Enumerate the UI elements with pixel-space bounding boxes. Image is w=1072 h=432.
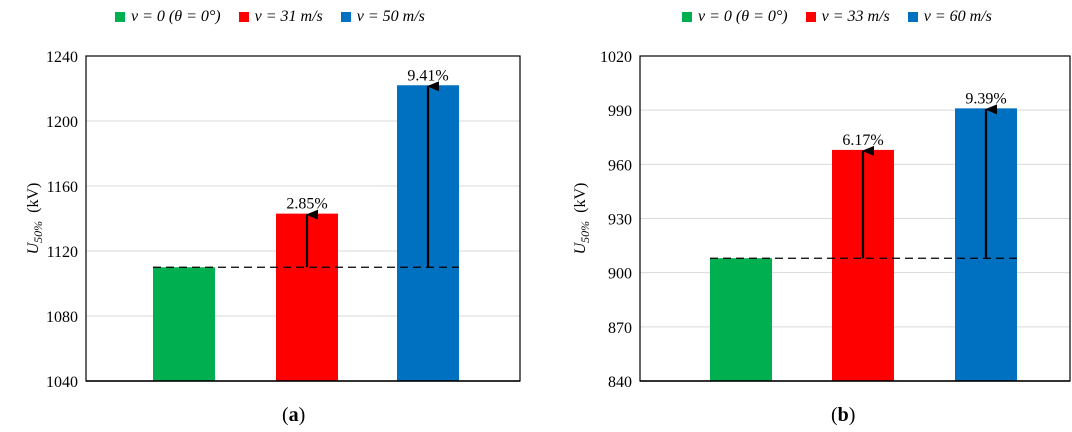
panel-b-legend-item-2: v = 33 m/s [805, 8, 890, 26]
panel-b-percent-label-3: 9.39% [965, 90, 1006, 107]
panel-a-ytick-label: 1080 [46, 309, 78, 326]
legend-panel-a: v = 0 (θ = 0°) v = 31 m/s v = 50 m/s [115, 8, 425, 26]
panel-b-percent-label-2: 6.17% [842, 132, 883, 149]
legend-panel-b: v = 0 (θ = 0°) v = 33 m/s v = 60 m/s [682, 8, 992, 26]
panel-b-ytick-label: 1020 [600, 49, 632, 66]
panel-a-bar-1 [153, 267, 215, 381]
panel-b-legend-swatch-3 [907, 12, 918, 22]
panel-b-ytick-label: 960 [608, 157, 632, 174]
panel-a-percent-label-2: 2.85% [286, 196, 327, 213]
panel-a-legend-label-3: v = 50 m/s [356, 8, 425, 25]
panel-a-ylabel: U50% (kV) [25, 183, 45, 255]
panel-a-legend-item-2: v = 31 m/s [238, 8, 323, 26]
panel-b-legend-swatch-1 [682, 12, 692, 22]
panel-a-ytick-label: 1240 [46, 49, 78, 66]
panel-b-legend-item-1: v = 0 (θ = 0°) [682, 8, 788, 26]
panel-b-legend-item-3: v = 60 m/s [907, 8, 992, 26]
panel-a-legend-item-3: v = 50 m/s [340, 8, 425, 26]
panel-b-legend-label-2: v = 33 m/s [821, 8, 890, 25]
panel-label-b: (b) [831, 404, 856, 426]
panel-a-ytick-label: 1040 [46, 374, 78, 391]
panel-a-legend-swatch-3 [340, 12, 351, 22]
panel-a-legend-swatch-1 [115, 12, 125, 22]
panel-a-ytick-label: 1200 [46, 114, 78, 131]
panel-label-a-text: a [288, 404, 299, 426]
panel-b-ytick-label: 900 [608, 266, 632, 283]
panel-a-legend-label-2: v = 31 m/s [254, 8, 323, 25]
panel-b-legend-label-1: v = 0 (θ = 0°) [698, 8, 788, 25]
panel-b-ytick-label: 930 [608, 212, 632, 229]
panel-b-legend-swatch-2 [805, 12, 816, 22]
panel-a-legend-swatch-2 [238, 12, 249, 22]
panel-a-percent-label-3: 9.41% [407, 67, 448, 84]
panel-a-ytick-label: 1160 [47, 179, 78, 196]
panel-a-ytick-label: 1120 [47, 244, 78, 261]
panel-b-ytick-label: 990 [608, 103, 632, 120]
panel-label-b-text: b [837, 404, 849, 426]
panel-b-legend-label-3: v = 60 m/s [923, 8, 992, 25]
panel-b-ytick-label: 840 [608, 374, 632, 391]
panel-b-ytick-label: 870 [608, 320, 632, 337]
panel-b-ylabel: U50% (kV) [572, 183, 592, 255]
panel-a-legend-label-1: v = 0 (θ = 0°) [131, 8, 221, 25]
panel-a-legend-item-1: v = 0 (θ = 0°) [115, 8, 221, 26]
panel-b-bar-1 [710, 258, 772, 381]
panel-label-a: (a) [282, 404, 306, 426]
